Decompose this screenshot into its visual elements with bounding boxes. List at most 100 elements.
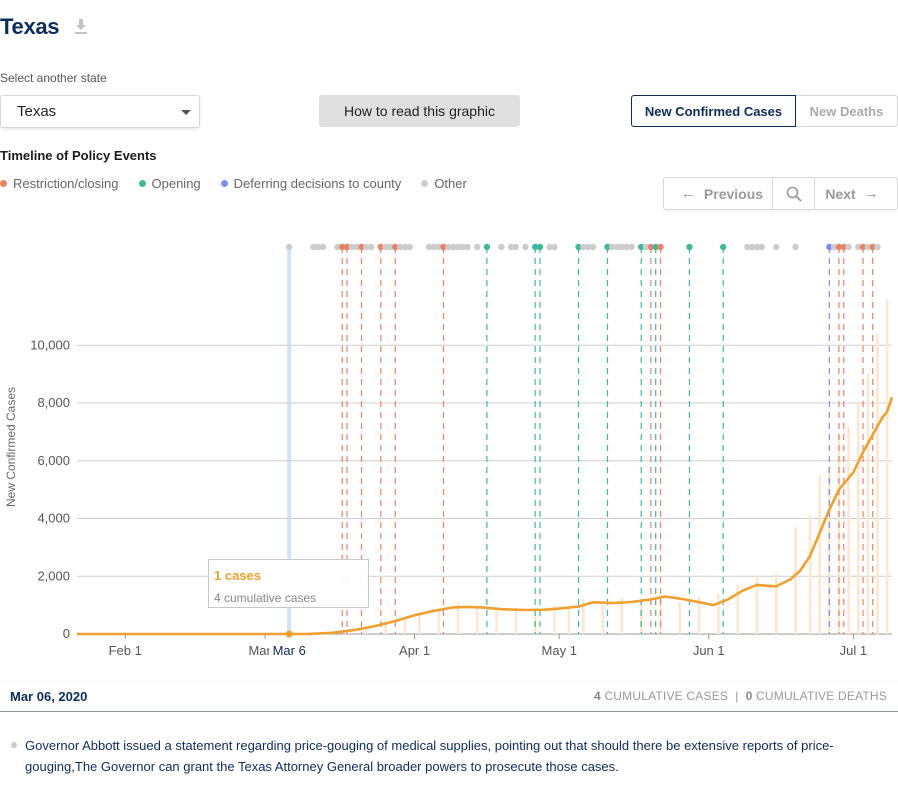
- event-dot-other: [855, 243, 862, 251]
- x-tick-label: Jun 1: [693, 643, 725, 658]
- event-text: Governor Abbott issued a statement regar…: [25, 738, 834, 774]
- event-dot-other: [454, 243, 462, 251]
- x-tick-label: Feb 1: [109, 643, 142, 658]
- legend-item-opening[interactable]: Opening: [138, 176, 201, 191]
- cases-chart[interactable]: 0 2,000 4,000 6,000 8,000 10,000 New Confirmed…: [0, 232, 898, 672]
- event-dot-other: [396, 243, 404, 251]
- event-dot-restriction: [840, 243, 847, 251]
- cumulative-cases-label: CUMULATIVE CASES: [604, 689, 729, 703]
- event-dot-deferring: [826, 243, 833, 251]
- event-legend: Restriction/closing Opening Deferring de…: [0, 176, 487, 191]
- event-dot-restriction: [392, 243, 399, 251]
- event-dot-other: [353, 243, 360, 251]
- event-dot-other: [445, 243, 452, 251]
- state-select[interactable]: Texas: [0, 95, 200, 128]
- new-deaths-button[interactable]: New Deaths: [796, 95, 898, 127]
- totals-separator: |: [735, 689, 739, 703]
- event-dot-other: [367, 243, 375, 251]
- daily-case-bar: [384, 623, 387, 634]
- event-dot-opening: [604, 243, 611, 251]
- event-dot-other: [748, 243, 756, 251]
- event-description: Governor Abbott issued a statement regar…: [0, 713, 898, 797]
- event-dot-restriction: [859, 243, 867, 251]
- event-navigation: ← Previous Next →: [663, 177, 898, 210]
- event-dot-other: [449, 243, 457, 251]
- event-dot-other: [623, 243, 630, 251]
- next-button[interactable]: Next →: [815, 178, 897, 209]
- event-dot-opening: [652, 243, 659, 251]
- search-icon: [786, 186, 802, 202]
- event-dot-other: [792, 243, 799, 251]
- daily-case-bar: [437, 609, 440, 634]
- event-dot-other: [464, 243, 471, 251]
- y-tick-label: 8,000: [37, 395, 70, 410]
- timeline-title: Timeline of Policy Events: [0, 148, 157, 163]
- new-confirmed-cases-button[interactable]: New Confirmed Cases: [631, 95, 796, 127]
- event-dot-restriction: [657, 243, 664, 251]
- event-dot-other: [348, 243, 356, 251]
- event-dot-other: [425, 243, 433, 251]
- event-dot-other: [589, 243, 597, 251]
- state-select-value: Texas: [17, 103, 57, 120]
- daily-case-bar: [495, 610, 498, 634]
- legend-item-other[interactable]: Other: [421, 176, 467, 191]
- event-dot-other: [584, 243, 592, 251]
- download-icon[interactable]: [73, 18, 89, 36]
- other-event-dot-icon: [11, 742, 17, 748]
- cumulative-deaths-label: CUMULATIVE DEATHS: [756, 689, 887, 703]
- event-dot-other: [406, 243, 413, 251]
- daily-case-bar: [818, 475, 821, 634]
- legend-label: Other: [434, 176, 467, 191]
- legend-item-restriction[interactable]: Restriction/closing: [0, 176, 119, 191]
- daily-case-bar: [567, 608, 571, 634]
- daily-case-bar: [876, 333, 879, 634]
- event-dot-other: [628, 243, 635, 251]
- daily-case-bar: [639, 600, 643, 634]
- event-dot-restriction: [835, 243, 843, 251]
- event-dot-other: [618, 243, 626, 251]
- page-title: Texas: [0, 14, 60, 39]
- event-dot-other: [459, 243, 466, 251]
- event-dot-other: [744, 243, 751, 251]
- tooltip-cumulative: 4 cumulative cases: [214, 591, 317, 605]
- next-label: Next: [825, 185, 856, 202]
- selected-date-label: Mar 6: [273, 643, 306, 658]
- event-dot-other: [642, 243, 650, 251]
- daily-case-bar: [514, 608, 518, 634]
- y-tick-label: 6,000: [37, 453, 70, 468]
- event-dot-other: [613, 243, 621, 251]
- legend-label: Restriction/closing: [13, 176, 119, 191]
- deferring-dot-icon: [220, 180, 228, 187]
- event-dot-other: [512, 243, 520, 251]
- event-dot-other: [319, 243, 327, 251]
- metric-toggle: New Confirmed Cases New Deaths: [631, 95, 898, 127]
- previous-button[interactable]: ← Previous: [664, 178, 773, 209]
- restriction-dot-icon: [0, 180, 7, 187]
- selected-date: Mar 06, 2020: [10, 689, 88, 704]
- daily-case-bar: [866, 374, 870, 634]
- daily-case-bar: [456, 602, 460, 634]
- y-tick-label: 0: [63, 626, 70, 641]
- how-to-read-button[interactable]: How to read this graphic: [319, 95, 520, 127]
- opening-dot-icon: [138, 180, 146, 187]
- event-dot-other: [430, 243, 438, 251]
- daily-case-bar: [418, 613, 421, 634]
- event-dot-restriction: [358, 243, 365, 251]
- event-dot-restriction: [377, 243, 385, 251]
- event-dot-opening: [720, 243, 727, 251]
- average-cases-line: [77, 396, 894, 636]
- event-dot-other: [310, 243, 317, 251]
- event-dot-other: [830, 243, 838, 251]
- event-dot-opening: [686, 243, 693, 251]
- chart-tooltip: 1 cases 4 cumulative cases: [208, 559, 369, 608]
- y-tick-label: 4,000: [37, 511, 70, 526]
- x-tick-label: May 1: [542, 643, 577, 658]
- selected-date-highlight: [287, 246, 292, 634]
- tooltip-cases: 1 cases: [214, 568, 261, 583]
- x-tick-label: Apr 1: [399, 643, 430, 658]
- search-button[interactable]: [773, 178, 815, 209]
- selected-date-label-bg: [269, 640, 310, 659]
- daily-case-bar: [885, 299, 889, 634]
- event-dot-other: [507, 243, 515, 251]
- legend-item-deferring[interactable]: Deferring decisions to county: [220, 176, 401, 191]
